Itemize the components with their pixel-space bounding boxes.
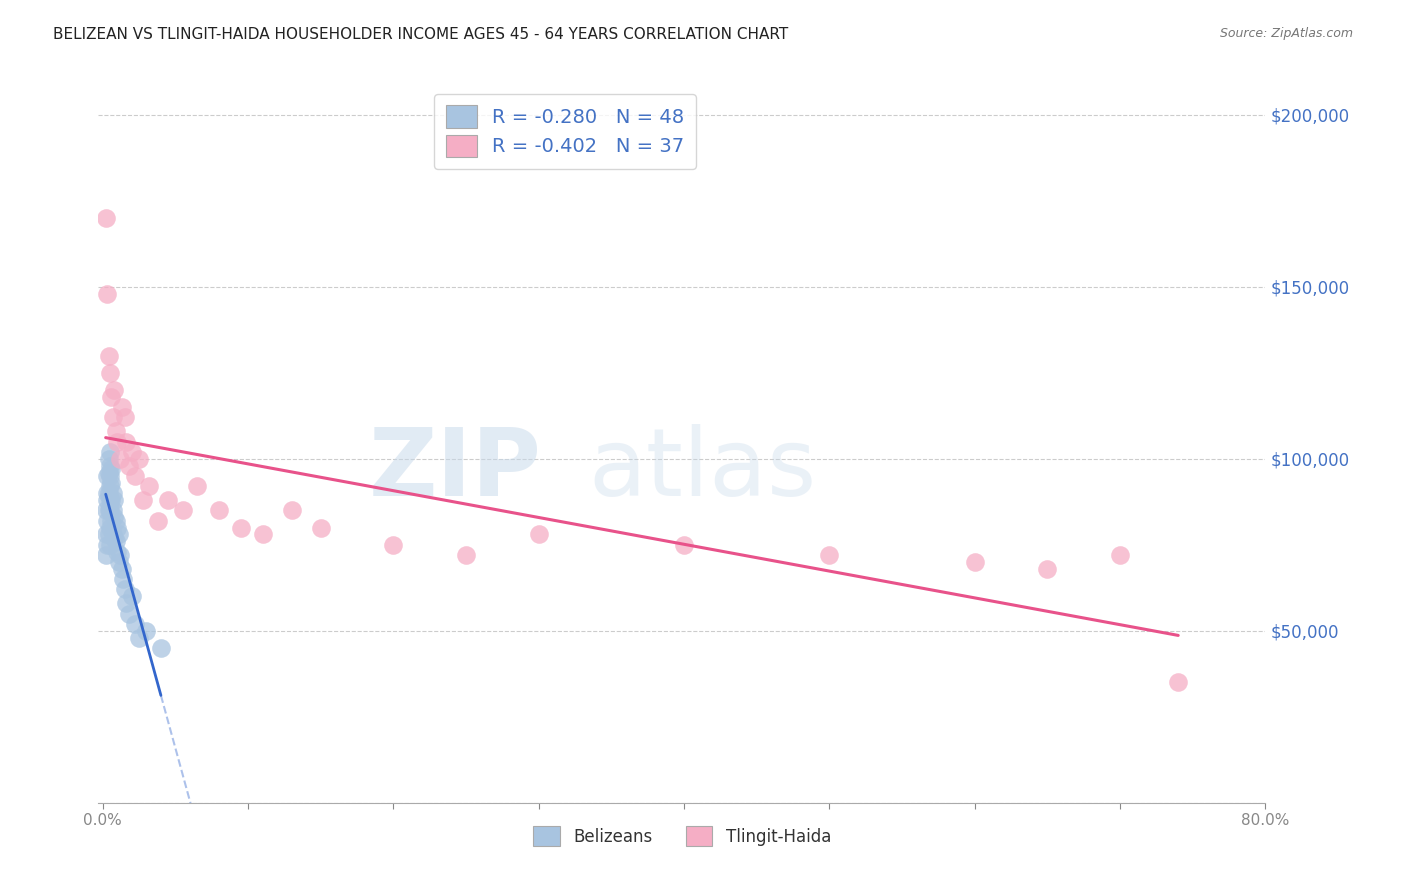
Point <box>1167 675 1189 690</box>
Point <box>456 548 478 562</box>
Point <box>94 211 117 225</box>
Point <box>101 527 124 541</box>
Point <box>101 410 124 425</box>
Point <box>107 527 129 541</box>
Point <box>1109 548 1132 562</box>
Point <box>118 607 141 621</box>
Point <box>104 534 127 549</box>
Point <box>97 451 120 466</box>
Point <box>100 514 122 528</box>
Point <box>121 590 143 604</box>
Point <box>309 520 332 534</box>
Point <box>103 510 125 524</box>
Point <box>146 514 169 528</box>
Point <box>114 582 136 597</box>
Point <box>97 486 120 500</box>
Point <box>96 514 118 528</box>
Text: BELIZEAN VS TLINGIT-HAIDA HOUSEHOLDER INCOME AGES 45 - 64 YEARS CORRELATION CHAR: BELIZEAN VS TLINGIT-HAIDA HOUSEHOLDER IN… <box>53 27 789 42</box>
Point <box>107 555 129 569</box>
Point <box>96 469 118 483</box>
Point <box>103 493 125 508</box>
Point <box>101 503 124 517</box>
Text: ZIP: ZIP <box>368 425 541 516</box>
Point <box>97 466 120 480</box>
Point <box>105 520 128 534</box>
Point <box>105 544 128 558</box>
Point <box>98 469 121 483</box>
Point <box>111 400 134 414</box>
Point <box>103 531 125 545</box>
Point <box>100 493 122 508</box>
Point <box>186 479 208 493</box>
Legend: Belizeans, Tlingit-Haida: Belizeans, Tlingit-Haida <box>526 820 838 852</box>
Point <box>98 458 121 473</box>
Point <box>100 475 122 490</box>
Point <box>382 538 405 552</box>
Point <box>96 486 118 500</box>
Point <box>100 462 122 476</box>
Point <box>96 493 118 508</box>
Point <box>103 383 125 397</box>
Point <box>138 479 160 493</box>
Point <box>97 527 120 541</box>
Point <box>252 527 274 541</box>
Point <box>98 445 121 459</box>
Point <box>94 548 117 562</box>
Point <box>157 493 180 508</box>
Point <box>96 286 118 301</box>
Point <box>1036 562 1059 576</box>
Point <box>98 503 121 517</box>
Text: atlas: atlas <box>589 425 817 516</box>
Point <box>128 631 150 645</box>
Point <box>105 434 128 449</box>
Point <box>124 616 146 631</box>
Point <box>98 520 121 534</box>
Point <box>101 486 124 500</box>
Point <box>527 527 550 541</box>
Point <box>98 493 121 508</box>
Text: Source: ZipAtlas.com: Source: ZipAtlas.com <box>1219 27 1353 40</box>
Point <box>104 514 127 528</box>
Point <box>98 366 121 380</box>
Point <box>124 469 146 483</box>
Point <box>132 493 155 508</box>
Point <box>98 538 121 552</box>
Point <box>111 562 134 576</box>
Point <box>110 451 132 466</box>
Point <box>121 445 143 459</box>
Point <box>115 596 138 610</box>
Point <box>208 503 231 517</box>
Point <box>135 624 157 638</box>
Point <box>280 503 302 517</box>
Point <box>104 424 127 438</box>
Point <box>94 503 117 517</box>
Point <box>114 410 136 425</box>
Point <box>963 555 986 569</box>
Point <box>229 520 252 534</box>
Point <box>172 503 194 517</box>
Point <box>149 640 172 655</box>
Point <box>97 349 120 363</box>
Point <box>100 390 122 404</box>
Point <box>112 572 135 586</box>
Point <box>673 538 696 552</box>
Point <box>118 458 141 473</box>
Point <box>98 479 121 493</box>
Point <box>110 548 132 562</box>
Point <box>128 451 150 466</box>
Point <box>97 503 120 517</box>
Point <box>818 548 841 562</box>
Point <box>115 434 138 449</box>
Point <box>94 527 117 541</box>
Point <box>96 538 118 552</box>
